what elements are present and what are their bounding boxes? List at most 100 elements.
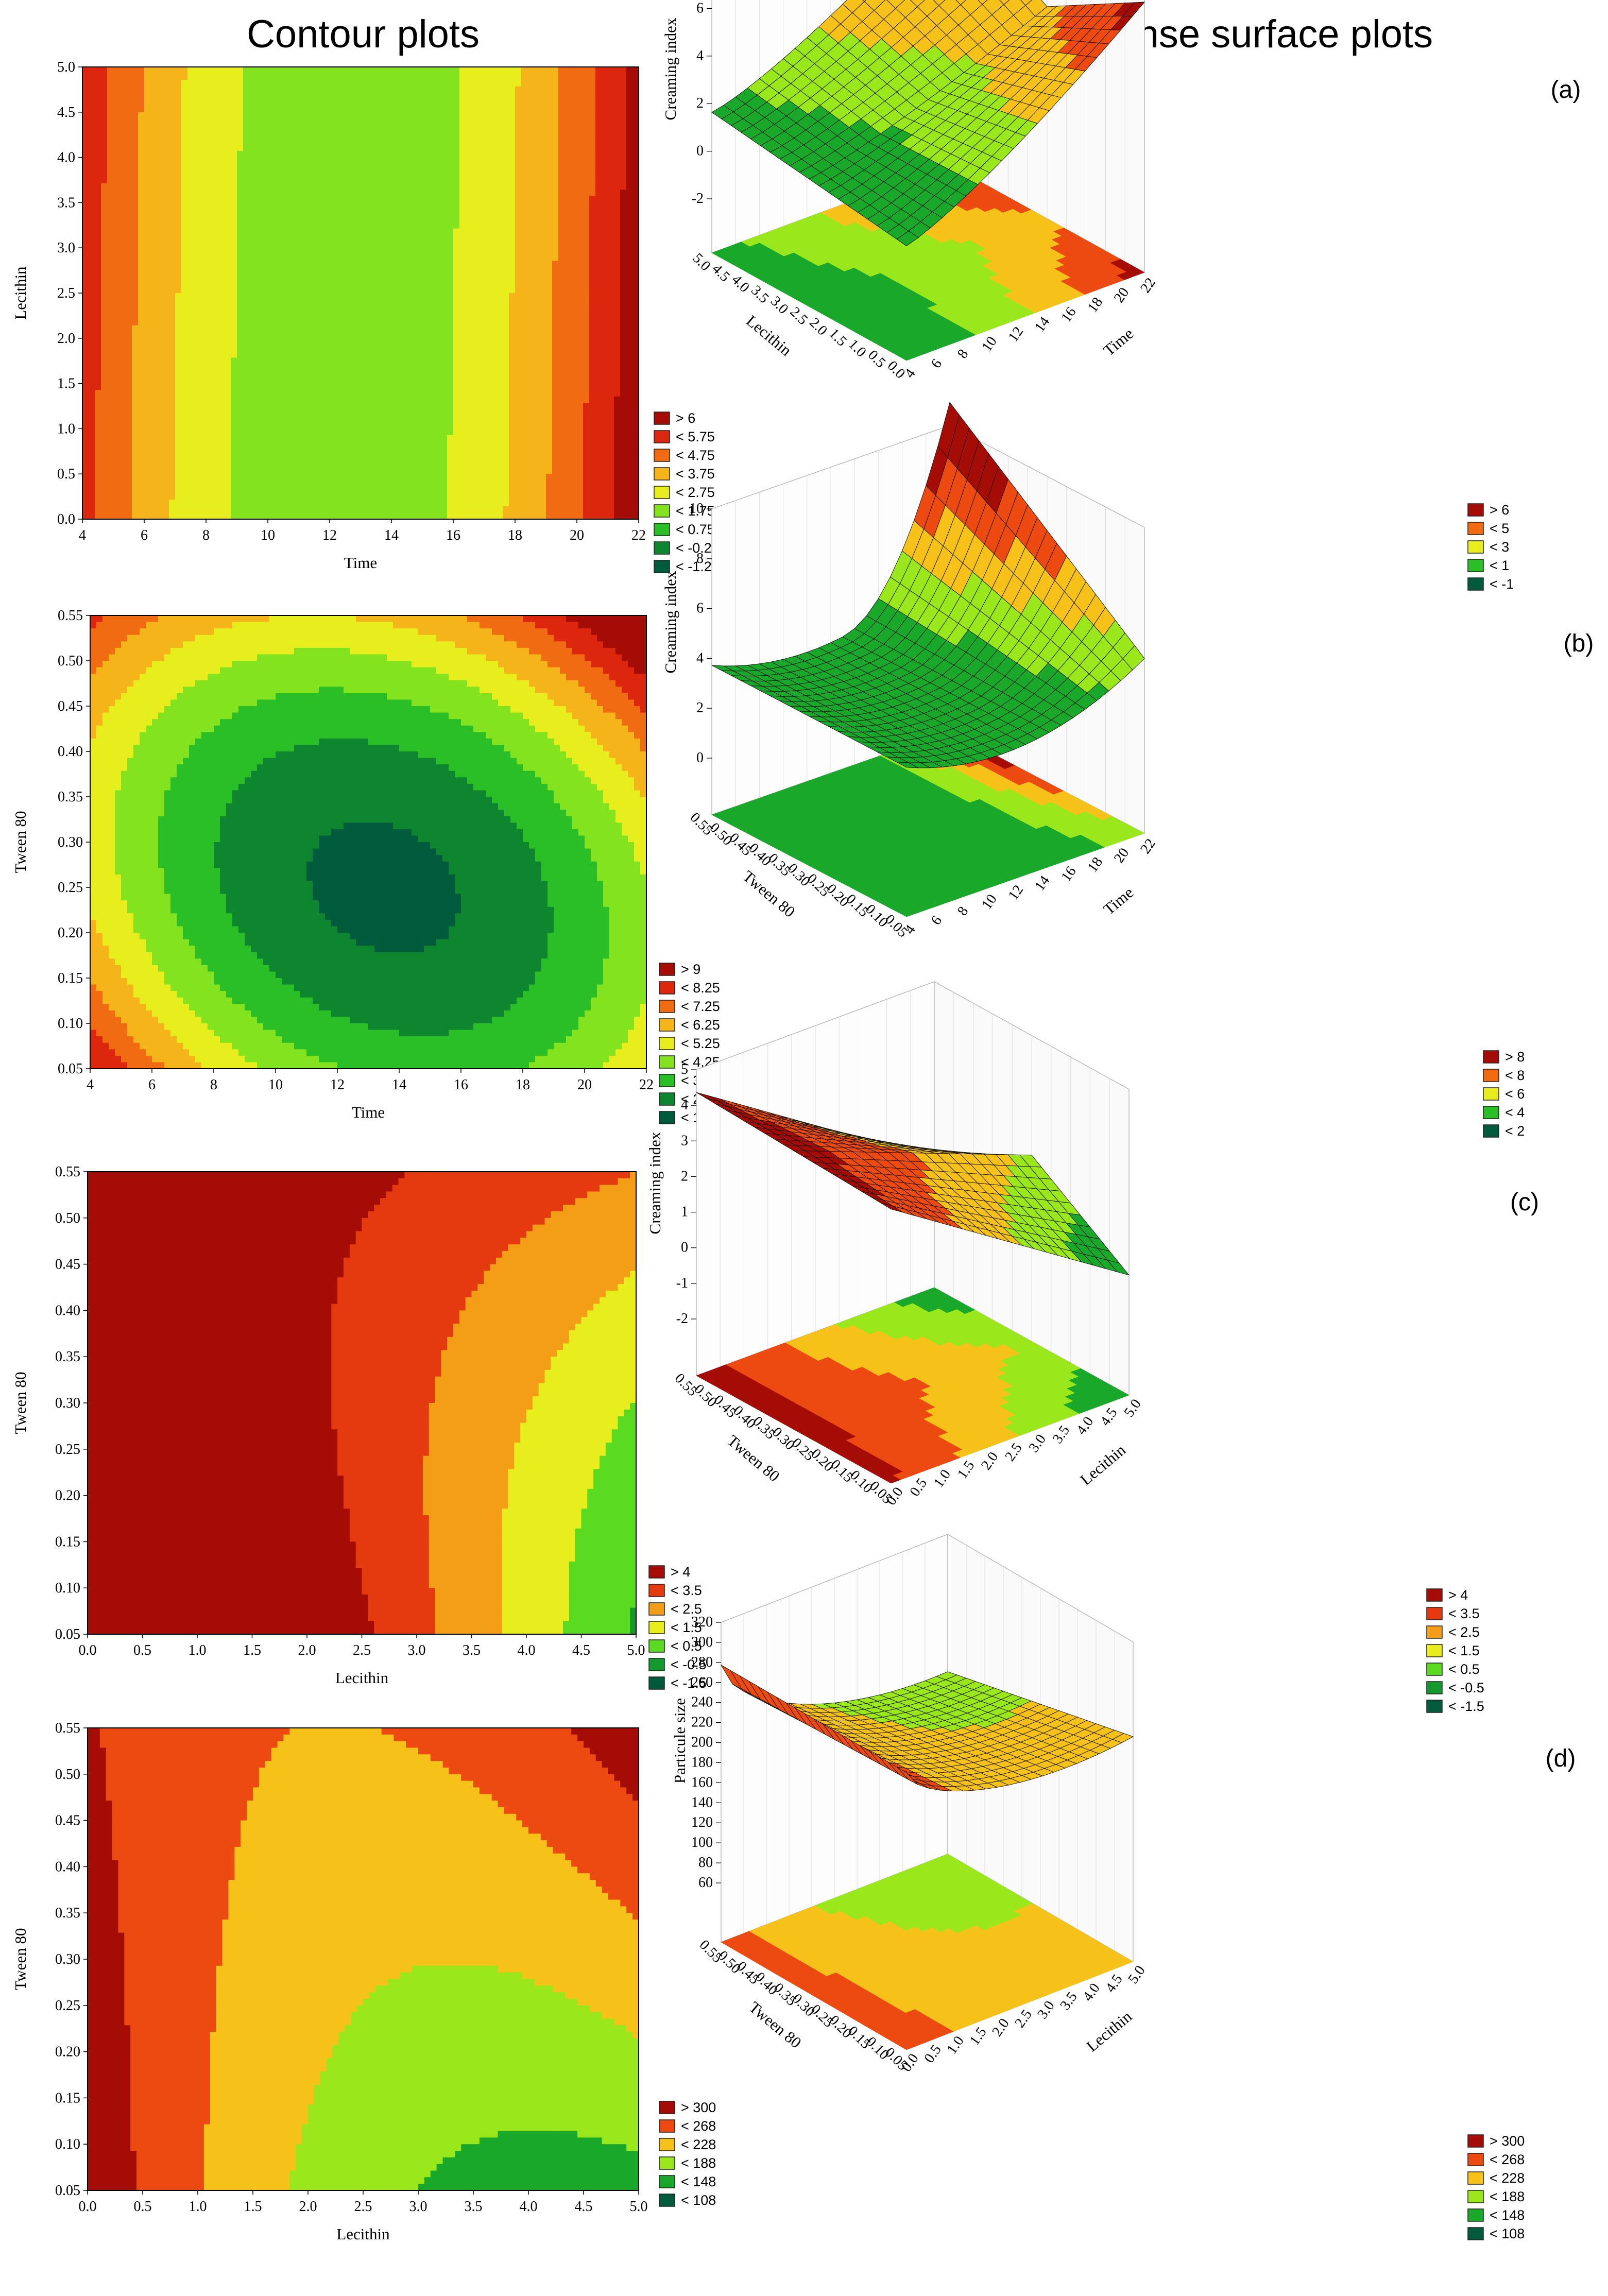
a-contour-cell	[515, 125, 522, 132]
a-contour-cell	[398, 448, 404, 455]
a-contour-cell	[503, 448, 509, 455]
a-contour-cell	[472, 241, 478, 248]
a-contour-cell	[497, 364, 503, 371]
a-contour-cell	[187, 106, 194, 113]
a-contour-cell	[311, 332, 318, 339]
a-contour-cell	[163, 286, 169, 294]
a-contour-cell	[187, 429, 194, 436]
a-contour-cell	[194, 377, 200, 384]
a-contour-cell	[361, 286, 367, 294]
a-contour-cell	[194, 86, 200, 93]
a-contour-cell	[218, 429, 225, 436]
a-contour-cell	[459, 480, 466, 487]
a-contour-cell	[336, 138, 343, 145]
a-contour-cell	[206, 164, 213, 171]
a-contour-cell	[169, 183, 176, 190]
a-contour-cell	[274, 183, 281, 190]
a-contour-cell	[509, 332, 516, 339]
a-contour-cell	[262, 487, 268, 494]
a-contour-cell	[453, 293, 460, 300]
a-contour-cell	[132, 487, 139, 494]
a-contour-cell	[255, 241, 262, 248]
a-contour-cell	[361, 474, 367, 481]
a-contour-cell	[231, 215, 237, 222]
a-contour-cell	[367, 506, 373, 513]
a-contour-cell	[243, 170, 250, 177]
a-contour-cell	[435, 248, 441, 255]
a-contour-cell	[323, 80, 330, 87]
a-contour-cell	[150, 454, 157, 461]
a-contour-cell	[206, 209, 213, 216]
a-contour-cell	[323, 157, 330, 164]
a-contour-cell	[497, 396, 503, 403]
a-contour-cell	[484, 99, 491, 106]
a-contour-cell	[181, 164, 188, 171]
a-contour-cell	[478, 138, 485, 145]
a-contour-cell	[225, 325, 231, 332]
a-contour-cell	[249, 422, 256, 429]
a-contour-cell	[515, 493, 522, 500]
a-contour-cell	[367, 454, 373, 461]
a-contour-cell	[212, 86, 219, 93]
a-contour-cell	[342, 293, 349, 300]
a-contour-cell	[169, 409, 176, 416]
a-contour-cell	[379, 86, 386, 93]
a-contour-cell	[243, 332, 250, 339]
a-contour-cell	[150, 151, 157, 158]
a-contour-cell	[490, 106, 497, 113]
a-contour-cell	[113, 351, 120, 358]
a-contour-cell	[194, 480, 200, 487]
a-contour-cell	[515, 151, 522, 158]
a-contour-cell	[391, 151, 398, 158]
a-contour-cell	[330, 396, 336, 403]
a-contour-cell	[509, 467, 516, 474]
a-contour-cell	[472, 99, 478, 106]
a-contour-cell	[132, 306, 139, 313]
a-contour-cell	[429, 86, 435, 93]
a-contour-cell	[126, 183, 132, 190]
a-contour-cell	[416, 209, 423, 216]
a-contour-cell	[82, 454, 89, 461]
a-contour-cell	[163, 448, 169, 455]
a-contour-cell	[299, 396, 305, 403]
a-contour-cell	[150, 235, 157, 242]
a-contour-cell	[373, 209, 380, 216]
a-contour-cell	[398, 254, 404, 261]
a-contour-cell	[119, 325, 126, 332]
a-contour-cell	[262, 131, 268, 139]
a-contour-cell	[144, 254, 151, 261]
a-contour-cell	[422, 235, 429, 242]
a-contour-cell	[422, 493, 429, 500]
a-contour-cell	[484, 383, 491, 390]
a-contour-cell	[200, 248, 207, 255]
a-contour-cell	[243, 80, 250, 87]
a-contour-cell	[268, 118, 275, 126]
a-contour-cell	[82, 248, 89, 255]
a-contour-cell	[175, 106, 182, 113]
a-contour-cell	[200, 112, 207, 119]
a-contour-cell	[441, 429, 448, 436]
a-contour-cell	[379, 390, 386, 397]
a-contour-cell	[354, 461, 361, 468]
a-contour-cell	[175, 209, 182, 216]
a-contour-cell	[119, 228, 126, 235]
a-contour-cell	[379, 209, 386, 216]
a-contour-cell	[509, 99, 516, 106]
a-contour-cell	[82, 403, 89, 410]
a-contour-cell	[466, 286, 472, 294]
a-contour-cell	[249, 248, 256, 255]
a-contour-cell	[280, 506, 287, 513]
a-contour-cell	[354, 403, 361, 410]
a-contour-cell	[293, 332, 299, 339]
a-contour-cell	[218, 215, 225, 222]
a-contour-cell	[89, 409, 95, 416]
a-contour-cell	[163, 280, 169, 287]
a-contour-cell	[150, 409, 157, 416]
a-contour-cell	[385, 416, 392, 423]
a-contour-cell	[243, 512, 250, 520]
a-contour-cell	[404, 222, 410, 229]
a-contour-cell	[410, 370, 417, 378]
a-contour-cell	[435, 357, 441, 365]
a-contour-cell	[126, 325, 132, 332]
a-contour-cell	[150, 351, 157, 358]
